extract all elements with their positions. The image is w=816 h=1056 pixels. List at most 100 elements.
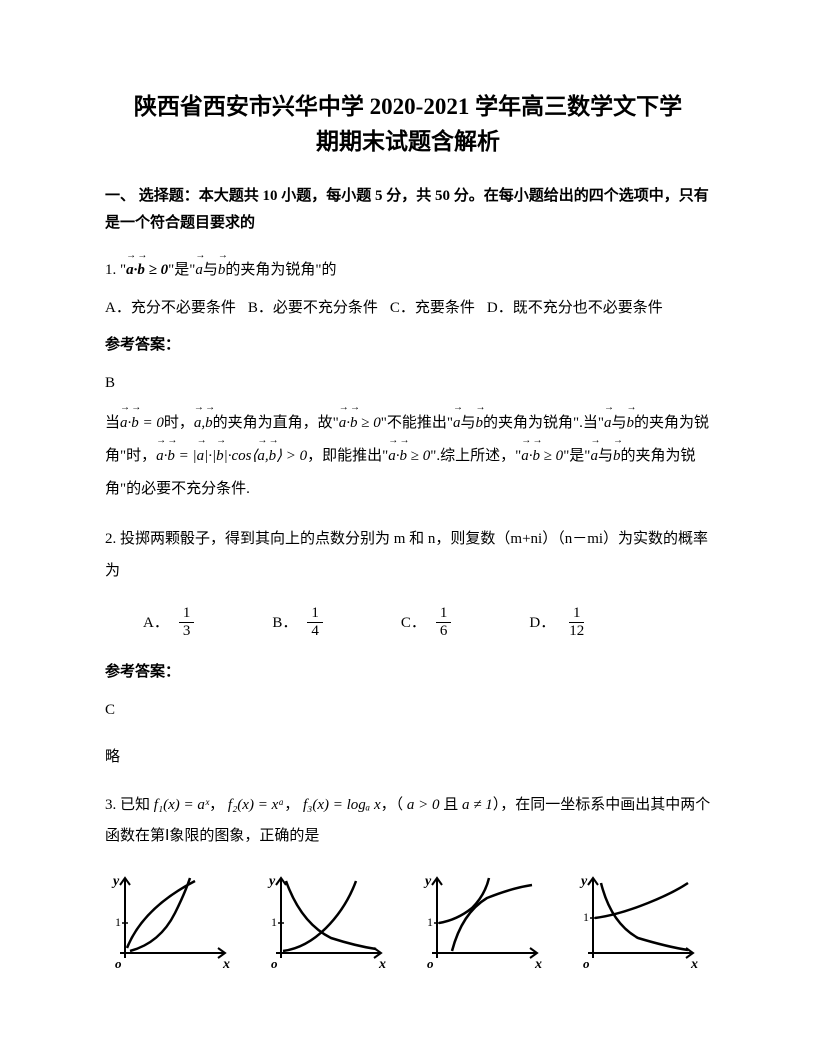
question-3: 3. 已知 f₁(x) = aˣ， f₂(x) = xᵃ， f₃(x) = lo… [105,790,711,973]
tick: 1 [115,915,121,929]
formula: a [590,440,598,473]
text: ， [284,797,299,813]
x-label: x [690,957,698,972]
question-1: 1. "a·b ≥ 0"是"a与b的夹角为锐角"的 A．充分不必要条件 B．必要… [105,255,711,506]
title-line-1: 陕西省西安市兴华中学 2020-2021 学年高三数学文下学 [134,94,682,119]
q1-options: A．充分不必要条件 B．必要不充分条件 C．充要条件 D．既不充分也不必要条件 [105,293,711,325]
denom: 6 [436,623,452,640]
graph-d: y 1 o x [573,873,703,973]
opt-label: A． [143,608,169,640]
q3-graphs: y 1 o x y 1 o x y [105,873,711,973]
formula: b [476,407,484,440]
fraction: 16 [436,605,452,639]
x-label: x [222,957,230,972]
text: 当 [105,415,120,431]
option-b: B．必要不充分条件 [248,293,378,325]
y-label: y [267,874,276,889]
denom: 3 [179,623,195,640]
text: 的夹角为锐角".当" [483,415,604,431]
option-c: C．充要条件 [390,293,475,325]
text: 与 [612,415,627,431]
formula: a [195,255,203,287]
option-d: D．既不充分也不必要条件 [487,293,663,325]
q3-number: 3. [105,797,116,813]
option-b: B． 14 [272,605,323,639]
option-d: D． 112 [529,605,588,639]
text: "不能推出" [381,415,453,431]
opt-label: D． [529,608,555,640]
option-a: A．充分不必要条件 [105,293,236,325]
origin: o [271,956,278,971]
q2-stem: 2. 投掷两颗骰子，得到其向上的点数分别为 m 和 n，则复数（m+ni）（n－… [105,524,711,587]
opt-label: B． [272,608,297,640]
x-label: x [534,957,542,972]
formula: b [613,440,621,473]
numer: 1 [179,605,195,623]
formula: a·b ≥ 0 [388,440,430,473]
answer-label: 参考答案： [105,330,711,362]
q1-number: 1. [105,262,116,278]
text: ，（ [381,797,404,813]
numer: 1 [307,605,323,623]
formula: f₁(x) = aˣ [154,797,209,813]
formula: a·b = |a|·|b|·cos⟨a,b⟩ > 0 [156,440,307,473]
question-2: 2. 投掷两颗骰子，得到其向上的点数分别为 m 和 n，则复数（m+ni）（n－… [105,524,711,774]
q2-explanation: 略 [105,742,711,774]
tick: 1 [427,915,433,929]
tick: 1 [583,910,589,924]
text: 与 [598,448,613,464]
denom: 12 [565,623,588,640]
formula: f₂(x) = xᵃ [228,797,284,813]
x-label: x [378,957,386,972]
text: 且 [440,797,463,813]
text: 的夹角为锐角"的 [225,262,336,278]
q1-explanation: 当a·b = 0时，a,b的夹角为直角，故"a·b ≥ 0"不能推出"a与b的夹… [105,407,711,506]
page-title: 陕西省西安市兴华中学 2020-2021 学年高三数学文下学 期期末试题含解析 [105,90,711,159]
formula: a·b ≥ 0 [126,255,168,287]
q2-number: 2. [105,531,116,547]
denom: 4 [307,623,323,640]
y-label: y [111,874,120,889]
formula: a > 0 [407,797,440,813]
option-a: A． 13 [143,605,194,639]
section-header: 一、 选择题：本大题共 10 小题，每小题 5 分，共 50 分。在每小题给出的… [105,183,711,237]
text: 与 [461,415,476,431]
text: 与 [203,262,218,278]
formula: a·b ≥ 0 [339,407,381,440]
text: 时， [164,415,194,431]
fraction: 13 [179,605,195,639]
text: "是" [563,448,590,464]
title-line-2: 期期末试题含解析 [316,129,500,154]
text: 已知 [120,797,150,813]
answer-label: 参考答案： [105,657,711,689]
fraction: 14 [307,605,323,639]
graph-c: y 1 o x [417,873,547,973]
text: "是" [168,262,195,278]
numer: 1 [569,605,585,623]
tick: 1 [271,915,277,929]
numer: 1 [436,605,452,623]
graph-b: y 1 o x [261,873,391,973]
q3-stem: 3. 已知 f₁(x) = aˣ， f₂(x) = xᵃ， f₃(x) = lo… [105,790,711,853]
q1-stem: 1. "a·b ≥ 0"是"a与b的夹角为锐角"的 [105,255,711,287]
text: ， [209,797,224,813]
origin: o [583,956,590,971]
y-label: y [579,874,588,889]
formula: a ≠ 1 [462,797,493,813]
formula: a [453,407,461,440]
y-label: y [423,874,432,889]
graph-a: y 1 o x [105,873,235,973]
formula: f₃(x) = logₐ x [303,797,381,813]
text: 的夹角为直角，故" [213,415,339,431]
opt-label: C． [401,608,426,640]
q2-options: A． 13 B． 14 C． 16 D． 112 [143,605,711,639]
text: ".综上所述，" [430,448,521,464]
origin: o [427,956,434,971]
formula: b [218,255,226,287]
origin: o [115,956,122,971]
formula: b [627,407,635,440]
text: ，即能推出" [307,448,388,464]
formula: a·b ≥ 0 [521,440,563,473]
formula: a [604,407,612,440]
answer-value: C [105,695,711,727]
